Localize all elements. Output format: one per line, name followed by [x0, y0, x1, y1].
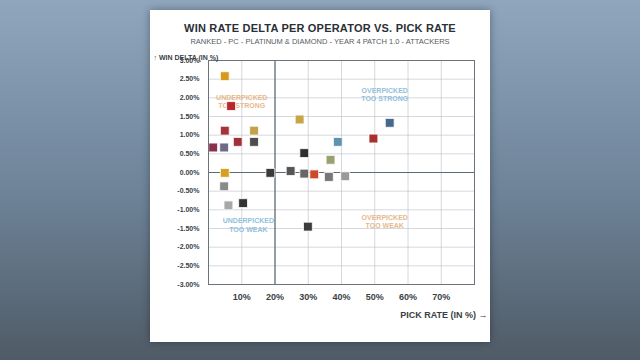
svg-text:↑ WIN DELTA (IN %): ↑ WIN DELTA (IN %): [154, 54, 219, 62]
svg-text:20%: 20%: [266, 292, 284, 302]
svg-text:UNDERPICKEDTOO WEAK: UNDERPICKEDTOO WEAK: [223, 217, 274, 232]
svg-text:-1.50%: -1.50%: [177, 225, 200, 232]
html-text:WIN RATE DELTA PER OPERATOR VS: WIN RATE DELTA PER OPERATOR VS. PICK RAT…: [184, 22, 456, 34]
svg-text:0.00%: 0.00%: [180, 169, 201, 176]
svg-text:70%: 70%: [432, 292, 450, 302]
svg-text:30%: 30%: [299, 292, 317, 302]
svg-text:OVERPICKEDTOO WEAK: OVERPICKEDTOO WEAK: [362, 214, 408, 229]
svg-text:40%: 40%: [332, 292, 350, 302]
svg-text:1.50%: 1.50%: [180, 113, 201, 120]
html-text:RANKED - PC - PLATINUM & DIAMO: RANKED - PC - PLATINUM & DIAMOND - YEAR …: [190, 37, 450, 46]
svg-text:2.00%: 2.00%: [180, 94, 201, 101]
svg-text:2.50%: 2.50%: [180, 75, 201, 82]
svg-text:-3.00%: -3.00%: [177, 281, 200, 288]
svg-text:1.00%: 1.00%: [180, 131, 201, 138]
svg-text:-1.00%: -1.00%: [177, 206, 200, 213]
svg-text:UNDERPICKEDTOO STRONG: UNDERPICKEDTOO STRONG: [216, 94, 267, 109]
svg-text:-2.50%: -2.50%: [177, 262, 200, 269]
svg-text:50%: 50%: [366, 292, 384, 302]
svg-text:PICK RATE (IN %) →: PICK RATE (IN %) →: [400, 310, 487, 320]
svg-text:10%: 10%: [233, 292, 251, 302]
svg-text:-0.50%: -0.50%: [177, 187, 200, 194]
svg-text:-2.00%: -2.00%: [177, 243, 200, 250]
svg-text:60%: 60%: [399, 292, 417, 302]
svg-text:OVERPICKEDTOO STRONG: OVERPICKEDTOO STRONG: [361, 87, 408, 102]
svg-text:0.50%: 0.50%: [180, 150, 201, 157]
